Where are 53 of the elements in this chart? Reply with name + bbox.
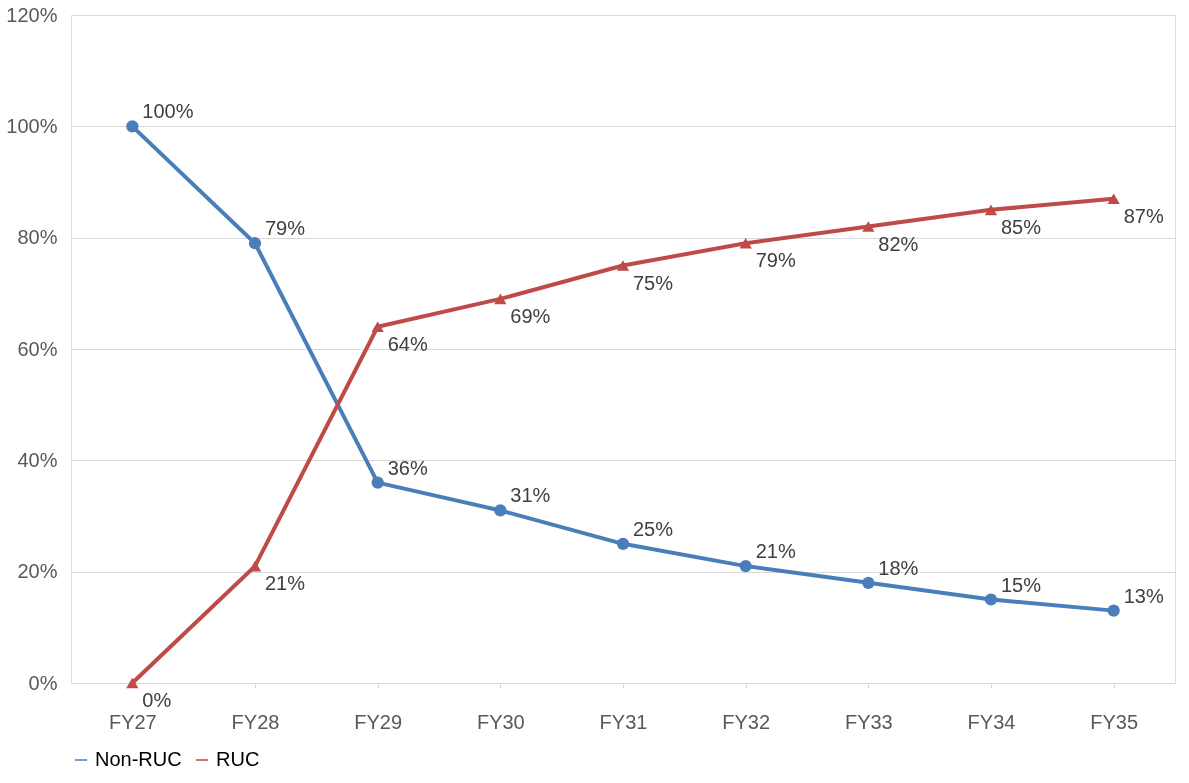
- x-tick-label: FY30: [476, 710, 525, 733]
- point: [126, 677, 139, 689]
- legend-label: Non-RUC: [95, 748, 182, 770]
- point: [1107, 193, 1120, 204]
- y-tick-label: 0%: [28, 671, 58, 694]
- data-label: 21%: [265, 572, 306, 595]
- y-tick-label: 20%: [17, 560, 58, 583]
- point: [494, 293, 507, 305]
- data-label: 25%: [633, 517, 674, 540]
- data-label: 69%: [510, 304, 551, 327]
- point: [984, 593, 998, 606]
- y-tick-label: 80%: [17, 226, 58, 249]
- data-label: 13%: [1123, 584, 1164, 607]
- data-label: 21%: [755, 540, 796, 563]
- data-label: 15%: [1001, 573, 1042, 596]
- y-tick-label: 100%: [6, 114, 58, 137]
- data-label: 18%: [878, 556, 919, 579]
- x-tick-label: FY32: [722, 710, 771, 733]
- point: [739, 237, 752, 249]
- point: [1107, 604, 1120, 617]
- point: [248, 237, 262, 250]
- data-label: 75%: [633, 271, 674, 294]
- point: [371, 476, 384, 489]
- data-label: 36%: [387, 456, 428, 479]
- data-label: 0%: [142, 689, 172, 711]
- point: [371, 321, 384, 333]
- point: [984, 204, 998, 216]
- x-tick-label: FY27: [108, 710, 157, 733]
- point: [862, 221, 875, 232]
- data-label: 82%: [878, 232, 919, 255]
- x-tick-label: FY33: [844, 710, 893, 733]
- x-tick-label: FY35: [1090, 710, 1139, 733]
- point: [739, 559, 752, 573]
- data-label: 100%: [142, 100, 194, 123]
- x-tick-label: FY29: [354, 710, 403, 733]
- data-label: 79%: [265, 217, 306, 240]
- y-tick-label: 120%: [6, 3, 58, 26]
- x-tick-label: FY31: [599, 710, 648, 733]
- x-tick-label: FY34: [967, 710, 1016, 733]
- x-tick-label: FY28: [231, 710, 280, 733]
- data-label: 31%: [510, 484, 551, 507]
- point: [616, 537, 630, 550]
- data-label: 87%: [1123, 204, 1164, 227]
- y-tick-label: 40%: [17, 448, 58, 471]
- data-label: 64%: [387, 332, 428, 355]
- data-label: 85%: [1001, 215, 1042, 238]
- y-tick-label: 60%: [17, 337, 58, 360]
- point: [862, 576, 875, 589]
- point: [616, 260, 630, 271]
- point: [126, 120, 139, 133]
- legend-label: RUC: [216, 748, 260, 770]
- data-label: 79%: [755, 249, 796, 272]
- point: [494, 504, 507, 517]
